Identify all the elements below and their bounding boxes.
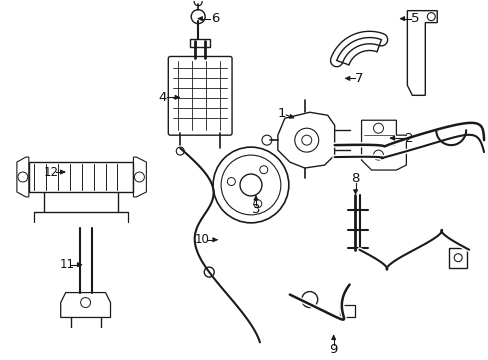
Text: 1: 1 bbox=[277, 107, 285, 120]
Bar bbox=[448, 248, 466, 268]
Text: 12: 12 bbox=[43, 166, 58, 179]
Text: 7: 7 bbox=[355, 72, 363, 85]
Polygon shape bbox=[407, 11, 436, 95]
Text: 6: 6 bbox=[210, 12, 219, 25]
FancyBboxPatch shape bbox=[168, 57, 232, 135]
Text: 5: 5 bbox=[410, 12, 419, 25]
Text: 2: 2 bbox=[404, 132, 413, 145]
Bar bbox=[190, 39, 210, 46]
Bar bbox=[29, 162, 133, 192]
Text: 11: 11 bbox=[59, 258, 74, 271]
Text: 4: 4 bbox=[158, 91, 166, 104]
Text: 3: 3 bbox=[251, 203, 260, 216]
Text: 8: 8 bbox=[351, 171, 359, 185]
Text: 9: 9 bbox=[329, 343, 337, 356]
Text: 10: 10 bbox=[194, 233, 209, 246]
